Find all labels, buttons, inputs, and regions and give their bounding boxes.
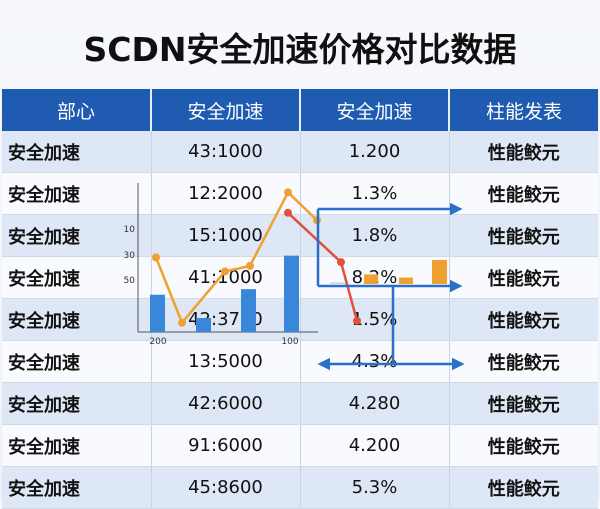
red-point bbox=[337, 258, 345, 267]
table-cell: 安全加速 bbox=[2, 256, 152, 299]
orange-point bbox=[178, 318, 186, 327]
y-tick-label: 50 bbox=[124, 276, 136, 286]
bar bbox=[241, 289, 256, 332]
table-cell: 13:5000 bbox=[151, 340, 301, 383]
table-row: 安全加速 12:2000 1.3% 性能鲛元 bbox=[2, 172, 598, 215]
header-cell: 安全加速 bbox=[300, 89, 450, 131]
y-tick-label: 30 bbox=[124, 251, 136, 261]
header-cell: 部心 bbox=[2, 89, 152, 131]
table-cell: 性能鲛元 bbox=[449, 382, 598, 425]
table-cell: 性能鲛元 bbox=[449, 256, 598, 299]
table-cell: 性能鲛元 bbox=[449, 340, 598, 383]
table-cell: 安全加速 bbox=[2, 340, 152, 383]
orange-point bbox=[246, 261, 254, 270]
table-row: 安全加速 42:3700 1.5% 性能鲛元 bbox=[2, 298, 598, 341]
table-cell: 安全加速 bbox=[2, 298, 152, 341]
table-cell: 1.200 bbox=[300, 131, 450, 173]
red-point bbox=[353, 316, 361, 325]
y-tick-label: 10 bbox=[124, 225, 136, 235]
table-cell: 41:1000 bbox=[151, 256, 301, 299]
orange-point bbox=[152, 253, 160, 262]
bar bbox=[284, 255, 299, 332]
table-row: 安全加速 43:1000 1.200 性能鲛元 bbox=[2, 131, 598, 173]
red-point bbox=[284, 208, 292, 217]
table-cell: 42:3700 bbox=[151, 298, 301, 341]
table-cell: 15:1000 bbox=[151, 214, 301, 257]
price-comparison-table: 部心 安全加速 安全加速 柱能发表 安全加速 43:1000 1.200 性能鲛元 安全… bbox=[2, 89, 598, 509]
page-title: SCDN安全加速价格对比数据 bbox=[83, 30, 517, 69]
table-header-row: 部心 安全加速 安全加速 柱能发表 bbox=[2, 89, 598, 131]
header-cell: 柱能发表 bbox=[449, 89, 598, 131]
orange-line bbox=[154, 190, 318, 326]
table-cell: 安全加速 bbox=[2, 424, 152, 467]
table-row: 安全加速 42:6000 4.280 性能鲛元 bbox=[2, 382, 598, 425]
table-cell: 性能鲛元 bbox=[449, 172, 598, 215]
bar bbox=[196, 318, 211, 332]
table-cell: 性能鲛元 bbox=[449, 424, 598, 467]
x-tick-label: 100 bbox=[281, 337, 298, 347]
bar bbox=[150, 294, 165, 332]
small-bar bbox=[399, 277, 413, 284]
table-cell: 12:2000 bbox=[151, 172, 301, 215]
table-cell: 性能鲛元 bbox=[449, 131, 598, 173]
orange-point bbox=[221, 267, 229, 276]
orange-point bbox=[284, 188, 292, 197]
table-cell: 1.3% bbox=[300, 172, 450, 215]
table-cell: 安全加速 bbox=[2, 214, 152, 257]
table-cell: 性能鲛元 bbox=[449, 298, 598, 341]
small-bar bbox=[364, 274, 378, 284]
table-cell: 性能鲛元 bbox=[449, 214, 598, 257]
table-cell: 安全加速 bbox=[2, 172, 152, 215]
small-bar bbox=[330, 282, 345, 284]
x-tick-label: 200 bbox=[149, 337, 166, 347]
table-cell: 1.8% bbox=[300, 214, 450, 257]
table-cell: 4.280 bbox=[300, 382, 450, 425]
table-row: 安全加速 15:1000 1.8% 性能鲛元 bbox=[2, 214, 598, 257]
table-cell: 4.200 bbox=[300, 424, 450, 467]
table-cell: 43:1000 bbox=[151, 131, 301, 173]
table-cell: 安全加速 bbox=[2, 382, 152, 425]
table-cell: 42:6000 bbox=[151, 382, 301, 425]
table-cell: 1.5% bbox=[300, 298, 450, 341]
table-row: 安全加速 91:6000 4.200 性能鲛元 bbox=[2, 424, 598, 467]
table-cell: 91:6000 bbox=[151, 424, 301, 467]
table-cell: 安全加速 bbox=[2, 131, 152, 173]
header-cell: 安全加速 bbox=[151, 89, 301, 131]
small-bar bbox=[432, 260, 447, 284]
